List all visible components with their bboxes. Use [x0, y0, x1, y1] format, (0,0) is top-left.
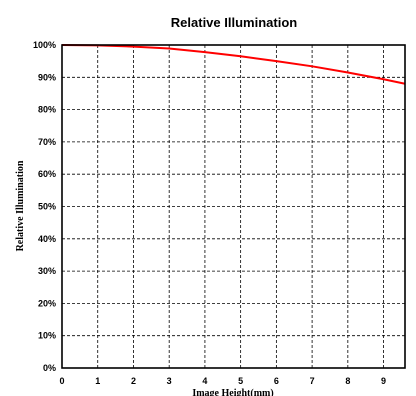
x-tick-label: 1	[95, 376, 100, 386]
y-tick-label: 10%	[38, 331, 56, 341]
series-layer	[61, 44, 406, 85]
y-tick-label: 40%	[38, 234, 56, 244]
x-tick-label: 8	[345, 376, 350, 386]
x-tick-label: 0	[59, 376, 64, 386]
y-tick-label: 80%	[38, 105, 56, 115]
y-axis-label: Relative Illumination	[15, 160, 26, 251]
y-axis-ticks: 0% 10% 20% 30% 40% 50% 60% 70% 80% 90% 100%	[33, 40, 56, 373]
y-tick-label: 100%	[33, 40, 56, 50]
x-tick-label: 2	[131, 376, 136, 386]
x-axis-label: Image Height(mm)	[192, 388, 273, 396]
y-tick-label: 0%	[43, 363, 56, 373]
x-axis-ticks: 0 1 2 3 4 5 6 7 8 9	[59, 376, 386, 386]
y-tick-label: 20%	[38, 298, 56, 308]
plot-frame	[61, 44, 406, 369]
y-tick-label: 90%	[38, 72, 56, 82]
x-tick-label: 4	[202, 376, 207, 386]
x-tick-label: 9	[381, 376, 386, 386]
gridlines	[62, 45, 405, 368]
chart-title: Relative Illumination	[171, 15, 297, 30]
x-tick-label: 6	[274, 376, 279, 386]
relative-illumination-line	[61, 44, 406, 85]
y-tick-label: 30%	[38, 266, 56, 276]
x-tick-label: 7	[310, 376, 315, 386]
y-tick-label: 50%	[38, 202, 56, 212]
x-tick-label: 3	[167, 376, 172, 386]
y-tick-label: 70%	[38, 137, 56, 147]
y-tick-label: 60%	[38, 169, 56, 179]
x-tick-label: 5	[238, 376, 243, 386]
